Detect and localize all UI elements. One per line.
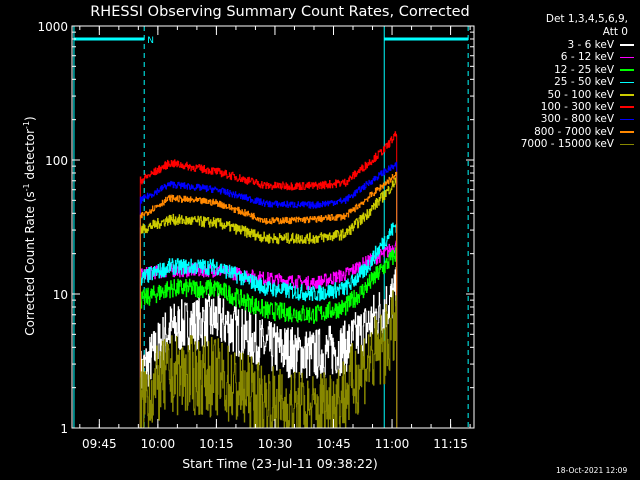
y-tick-label: 1 xyxy=(60,422,68,436)
y-axis-label-part: ) xyxy=(23,116,37,121)
legend-entry: 800 - 7000 keV xyxy=(470,126,636,138)
x-tick-label: 09:45 xyxy=(82,437,117,451)
series-line xyxy=(139,176,398,428)
legend-label: 300 - 800 keV xyxy=(540,113,614,126)
legend-label: 50 - 100 keV xyxy=(547,88,614,101)
x-tick-label: 10:00 xyxy=(141,437,176,451)
legend-entry: 300 - 800 keV xyxy=(470,113,636,125)
chart-title: RHESSI Observing Summary Count Rates, Co… xyxy=(90,4,470,20)
legend: Det 1,3,4,5,6,9, Att 0 3 - 6 keV 6 - 12 k… xyxy=(470,13,636,151)
legend-entry: 12 - 25 keV xyxy=(470,64,636,76)
series-line xyxy=(139,290,398,429)
legend-entry: 7000 - 15000 keV xyxy=(470,138,636,150)
legend-swatch xyxy=(620,69,634,71)
plot-frame xyxy=(71,25,475,429)
y-axis-label-exponent: -1 xyxy=(22,121,31,129)
x-axis-label: Start Time (23-Jul-11 09:38:22) xyxy=(182,456,378,471)
plot-area: N 1 10 100 1000 09:45 10:00 10:15 10:30 10:45 11:0… xyxy=(37,20,475,451)
legend-swatch xyxy=(620,143,634,146)
series-line xyxy=(139,222,398,428)
legend-swatch xyxy=(620,118,634,121)
legend-label: 7000 - 15000 keV xyxy=(520,138,614,151)
legend-swatch xyxy=(620,44,634,46)
y-axis-label-part: detector xyxy=(23,129,37,184)
y-tick-label: 10 xyxy=(53,288,68,302)
series-line xyxy=(139,131,398,428)
legend-entry: 25 - 50 keV xyxy=(470,76,636,88)
series-line xyxy=(139,161,398,428)
legend-detector-info: Det 1,3,4,5,6,9, xyxy=(545,13,628,25)
y-axis-label-exponent: -1 xyxy=(22,183,31,191)
legend-swatch xyxy=(620,94,634,96)
legend-label: 3 - 6 keV xyxy=(567,39,614,51)
legend-entry: 50 - 100 keV xyxy=(470,89,636,101)
series-line xyxy=(139,267,398,428)
legend-attenuator-info: Att 0 xyxy=(602,26,628,38)
x-tick-label: 10:30 xyxy=(258,437,293,451)
timestamp: 18-Oct-2021 12:09 xyxy=(556,466,628,475)
y-axis-label-part: Corrected Count Rate (s xyxy=(23,191,37,335)
legend-label: 12 - 25 keV xyxy=(554,63,614,76)
x-tick-label: 11:00 xyxy=(375,437,410,451)
legend-label: 800 - 7000 keV xyxy=(534,125,614,138)
y-axis-label: Corrected Count Rate (s-1 detector-1) xyxy=(22,116,37,335)
legend-entry: 3 - 6 keV xyxy=(470,39,636,51)
series-line xyxy=(139,171,398,428)
legend-swatch xyxy=(620,56,634,59)
x-tick-label: 10:15 xyxy=(199,437,234,451)
legend-swatch xyxy=(620,81,634,84)
legend-swatch xyxy=(620,106,634,108)
series-line xyxy=(139,246,398,428)
x-tick-label: 10:45 xyxy=(316,437,351,451)
legend-entry: 100 - 300 keV xyxy=(470,101,636,113)
x-tick-label: 11:15 xyxy=(433,437,468,451)
y-tick-label: 100 xyxy=(45,154,68,168)
legend-entry: 6 - 12 keV xyxy=(470,51,636,63)
legend-entries: 3 - 6 keV 6 - 12 keV 12 - 25 keV 25 - 50 ke… xyxy=(470,39,636,151)
legend-label: 100 - 300 keV xyxy=(540,100,614,113)
legend-label: 6 - 12 keV xyxy=(560,51,614,64)
legend-label: 25 - 50 keV xyxy=(554,76,614,89)
legend-swatch xyxy=(620,131,634,133)
night-marker-label: N xyxy=(147,36,154,46)
y-tick-label: 1000 xyxy=(37,20,68,34)
